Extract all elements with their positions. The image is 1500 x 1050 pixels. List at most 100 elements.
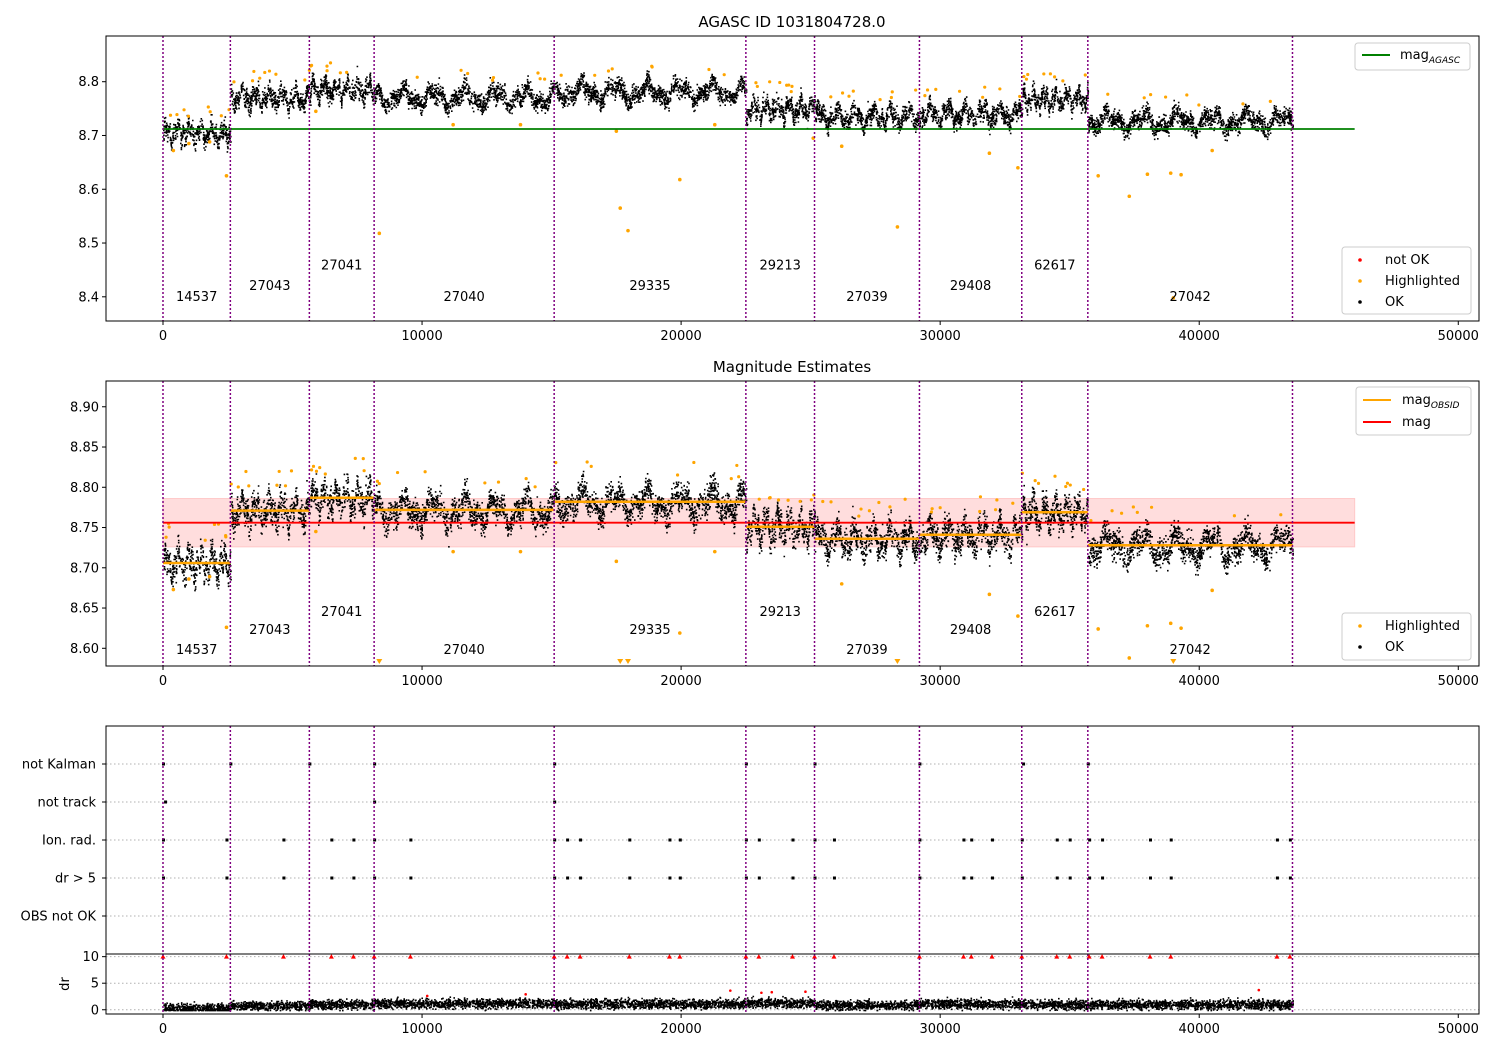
x-tick-label: 20000: [660, 1022, 701, 1037]
highlighted-point: [593, 73, 597, 77]
flag-event: [628, 876, 632, 880]
highlighted-point: [208, 110, 212, 114]
y-tick-label: 8.65: [70, 602, 99, 617]
highlighted-point: [311, 464, 316, 468]
highlighted-point: [888, 505, 892, 509]
highlighted-point: [829, 500, 833, 504]
highlighted-point: [930, 507, 934, 511]
flag-event: [1101, 838, 1105, 842]
ok-points-segment: [814, 99, 921, 137]
dr-clipped-marker: [564, 954, 570, 959]
legend-highlighted-2: Highlighted: [1385, 619, 1460, 634]
clipped-marker: [1170, 659, 1177, 664]
flag-event: [1169, 838, 1173, 842]
obsid-label: 29335: [629, 623, 670, 638]
highlighted-point: [182, 108, 186, 112]
flag-event: [330, 838, 334, 842]
dr-outlier: [1257, 988, 1261, 992]
dr-clipped-marker: [551, 954, 557, 959]
highlighted-point: [890, 90, 894, 94]
highlighted-point: [1048, 72, 1052, 76]
dr-clipped-marker: [968, 954, 974, 959]
highlighted-point: [1033, 479, 1037, 483]
obsid-label: 27042: [1169, 290, 1210, 305]
flag-event: [282, 876, 286, 880]
highlighted-point: [524, 477, 528, 481]
highlighted-point: [737, 475, 741, 479]
highlighted-point: [518, 122, 523, 127]
highlighted-point: [377, 231, 382, 236]
highlighted-point: [1232, 514, 1237, 518]
highlighted-point: [1179, 626, 1183, 630]
highlighted-point: [1064, 484, 1068, 489]
highlighted-point: [423, 470, 427, 474]
mag-title: Magnitude Estimates: [713, 358, 871, 376]
flag-event: [579, 876, 583, 880]
highlighted-point: [1131, 505, 1135, 509]
highlighted-point: [707, 67, 711, 72]
highlighted-point: [1179, 172, 1183, 177]
highlighted-point: [236, 485, 240, 489]
obsid-label: 27041: [321, 259, 362, 274]
highlighted-point: [314, 529, 318, 534]
highlighted-point: [798, 499, 802, 503]
agasc-ok-points: [163, 65, 1294, 153]
flag-event: [970, 838, 974, 842]
panel-magnitude-estimates: 14537 27043 27041 27040 29335 29213 27039 29408…: [70, 358, 1480, 689]
flag-event: [990, 838, 994, 842]
flag-event: [409, 838, 413, 842]
legend-dot-highlighted-2: [1358, 624, 1362, 628]
highlighted-point: [712, 122, 717, 127]
highlighted-point: [168, 113, 173, 117]
dr-gridlines: [106, 956, 1479, 1011]
highlighted-point: [289, 469, 294, 473]
dr-outlier: [804, 990, 807, 993]
flag-row-label: not track: [37, 796, 96, 811]
highlighted-point: [987, 592, 992, 597]
highlighted-point: [614, 559, 619, 564]
highlighted-point: [314, 469, 319, 473]
highlighted-point: [267, 69, 272, 73]
flag-event: [791, 876, 795, 880]
highlighted-point: [1083, 73, 1087, 77]
obsid-label: 62617: [1034, 605, 1075, 620]
flag-event: [330, 876, 334, 880]
y-tick-label: 8.70: [70, 561, 99, 576]
flag-event: [566, 876, 570, 880]
highlighted-point: [925, 88, 930, 92]
highlighted-point: [768, 80, 772, 84]
highlighted-point: [1119, 511, 1124, 515]
y-tick-label: 8.8: [78, 75, 99, 90]
x-tick-label: 30000: [919, 329, 960, 344]
dr-clipped-marker: [371, 954, 377, 959]
x-tick-label: 0: [159, 1022, 167, 1037]
panel-flags: not Kalman not track Ion. rad. dr > 5 OBS no…: [21, 725, 1480, 955]
highlighted-point: [207, 574, 212, 579]
highlighted-point: [778, 80, 782, 85]
obsid-label: 29335: [629, 279, 670, 294]
highlighted-point: [375, 479, 379, 483]
clipped-marker: [617, 659, 624, 664]
highlighted-point: [206, 105, 210, 109]
legend-dot-highlighted: [1358, 279, 1362, 283]
flag-event: [1055, 876, 1059, 880]
legend-highlighted: Highlighted: [1385, 274, 1460, 289]
flag-row-labels: not Kalman not track Ion. rad. dr > 5 OBS no…: [21, 758, 106, 925]
highlighted-point: [851, 89, 855, 93]
ok-points-segment: [1088, 99, 1294, 142]
highlighted-point: [786, 498, 790, 502]
mag-legend-top: magOBSID mag: [1355, 386, 1472, 436]
highlighted-point: [263, 70, 267, 75]
dr-points-cloud: [163, 995, 1295, 1012]
highlighted-point: [274, 72, 278, 76]
highlighted-point: [466, 71, 470, 76]
obsid-label: 27043: [249, 279, 290, 294]
obsid-label: 62617: [1034, 259, 1075, 274]
flag-obsid-boundaries: [162, 726, 1294, 954]
obsid-label: 29408: [950, 623, 991, 638]
highlighted-point: [895, 225, 900, 229]
obsid-label: 14537: [176, 290, 217, 305]
highlighted-point: [993, 508, 998, 512]
highlighted-point: [203, 538, 207, 542]
